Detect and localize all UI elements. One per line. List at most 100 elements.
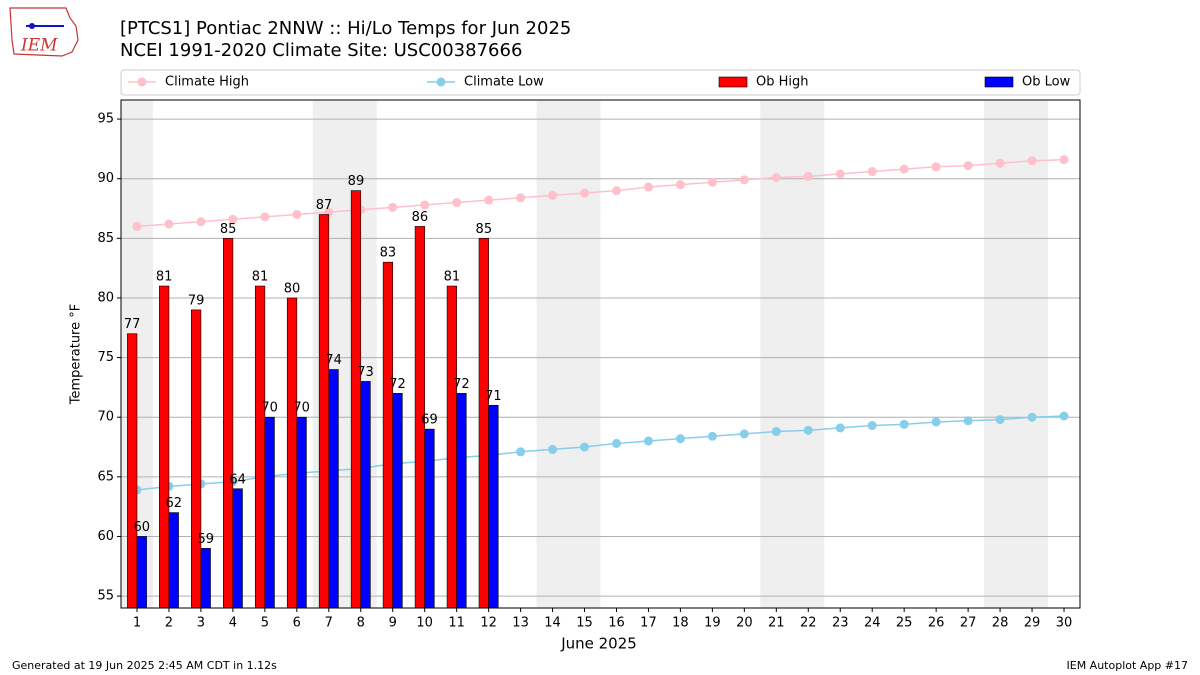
x-tick-label: 10 xyxy=(416,616,433,631)
point xyxy=(771,173,781,183)
bar xyxy=(286,297,298,609)
x-tick-label: 14 xyxy=(544,616,561,631)
x-tick-label: 27 xyxy=(960,616,977,631)
y-tick-label: 80 xyxy=(97,290,114,305)
y-tick-label: 65 xyxy=(97,469,114,484)
data-label: 72 xyxy=(389,377,406,392)
data-label: 81 xyxy=(444,270,461,285)
data-label: 62 xyxy=(165,496,182,511)
point xyxy=(867,167,877,177)
point xyxy=(452,198,462,208)
bar xyxy=(446,285,457,609)
x-tick-label: 30 xyxy=(1056,616,1073,631)
bar xyxy=(232,488,243,609)
bar xyxy=(159,285,170,609)
point xyxy=(1027,412,1037,422)
point xyxy=(580,188,590,198)
data-label: 71 xyxy=(485,389,502,404)
footer-left: Generated at 19 Jun 2025 2:45 AM CDT in … xyxy=(12,659,277,672)
bar xyxy=(360,381,371,609)
data-label: 64 xyxy=(229,472,246,487)
data-label: 72 xyxy=(453,377,470,392)
x-tick-label: 20 xyxy=(736,616,753,631)
x-tick-label: 4 xyxy=(229,616,237,631)
data-label: 81 xyxy=(252,270,269,285)
point xyxy=(228,214,238,224)
x-tick-label: 5 xyxy=(261,616,269,631)
data-label: 70 xyxy=(261,401,278,416)
x-axis-label: June 2025 xyxy=(560,635,637,653)
point xyxy=(899,164,909,174)
bar xyxy=(254,285,266,609)
x-tick-label: 24 xyxy=(864,616,881,631)
data-label: 73 xyxy=(357,365,374,380)
y-tick-label: 75 xyxy=(97,350,114,365)
footer-right: IEM Autoplot App #17 xyxy=(1067,659,1189,672)
point xyxy=(739,429,749,439)
point xyxy=(995,415,1005,425)
point xyxy=(931,417,941,427)
x-tick-label: 16 xyxy=(608,616,625,631)
bar xyxy=(382,261,394,609)
logo-text: IEM xyxy=(20,36,58,56)
x-tick-label: 3 xyxy=(197,616,205,631)
legend-box xyxy=(120,69,1081,96)
x-tick-label: 8 xyxy=(357,616,365,631)
x-tick-label: 1 xyxy=(133,616,141,631)
data-label: 79 xyxy=(188,293,205,308)
x-tick-label: 7 xyxy=(325,616,333,631)
bar xyxy=(350,190,362,609)
x-tick-label: 22 xyxy=(800,616,817,631)
bar xyxy=(136,536,147,609)
bar xyxy=(424,428,435,609)
point xyxy=(260,212,270,222)
point xyxy=(196,217,206,227)
chart-subtitle: NCEI 1991-2020 Climate Site: USC00387666 xyxy=(120,40,522,61)
point xyxy=(867,421,877,431)
data-label: 59 xyxy=(197,532,214,547)
point xyxy=(675,180,685,190)
x-tick-label: 21 xyxy=(768,616,785,631)
data-label: 85 xyxy=(220,222,237,237)
data-label: 85 xyxy=(476,222,493,237)
point xyxy=(899,419,909,429)
y-tick-label: 55 xyxy=(97,589,114,604)
point xyxy=(516,447,526,457)
x-tick-label: 15 xyxy=(576,616,593,631)
logo-dot xyxy=(29,23,35,29)
bar xyxy=(456,393,467,609)
point xyxy=(931,162,941,172)
legend-label: Climate High xyxy=(165,75,249,90)
point xyxy=(132,221,142,231)
plot-frame xyxy=(120,99,1081,609)
legend-marker xyxy=(137,77,147,87)
point xyxy=(963,161,973,171)
y-tick-label: 90 xyxy=(97,171,114,186)
bar xyxy=(200,548,211,609)
point xyxy=(1059,155,1069,165)
weekend-shade xyxy=(760,100,825,608)
data-label: 81 xyxy=(156,270,173,285)
point xyxy=(292,209,302,219)
point xyxy=(835,423,845,433)
data-label: 70 xyxy=(293,401,310,416)
data-label: 80 xyxy=(284,281,301,296)
bar xyxy=(191,309,202,609)
data-label: 77 xyxy=(124,317,141,332)
legend-label: Ob Low xyxy=(1022,75,1071,90)
point xyxy=(643,182,653,192)
x-tick-label: 28 xyxy=(992,616,1009,631)
point xyxy=(164,219,174,229)
x-tick-label: 17 xyxy=(640,616,657,631)
chart-title: [PTCS1] Pontiac 2NNW :: Hi/Lo Temps for … xyxy=(120,18,571,39)
y-tick-label: 60 xyxy=(97,529,114,544)
point xyxy=(739,175,749,185)
point xyxy=(388,202,398,212)
point xyxy=(1059,411,1069,421)
y-axis-label: Temperature °F xyxy=(69,304,84,405)
point xyxy=(707,177,717,187)
point xyxy=(1027,156,1037,166)
point xyxy=(995,158,1005,168)
